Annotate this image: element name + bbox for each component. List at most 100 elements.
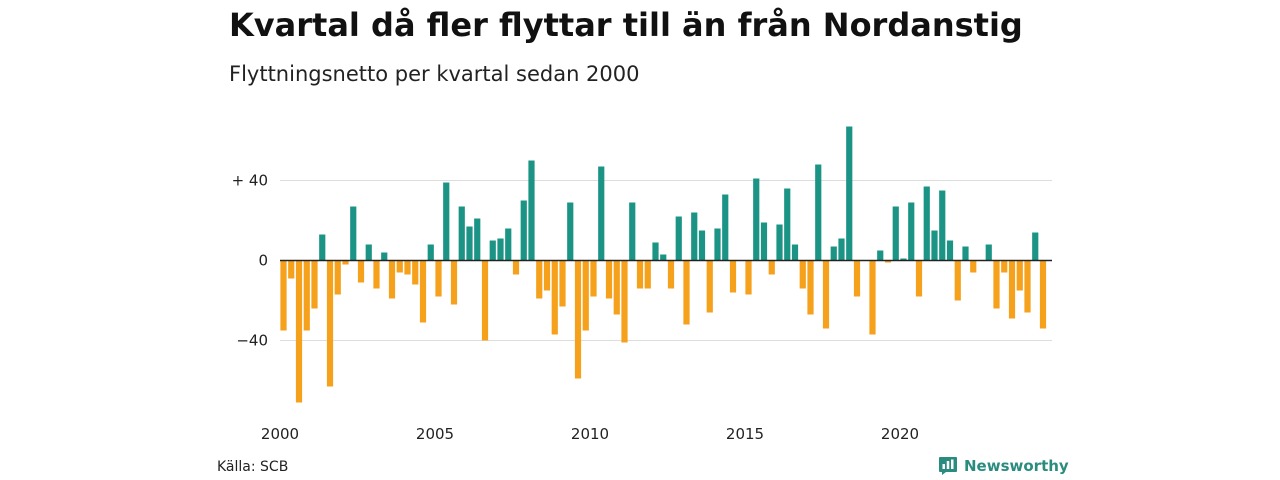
bar-2016-q2 bbox=[784, 188, 791, 261]
bar-2023-q2 bbox=[1001, 260, 1008, 273]
bar-2001-q3 bbox=[326, 260, 334, 387]
bar-2010-q2 bbox=[598, 166, 605, 261]
bar-2001-q2 bbox=[319, 234, 326, 261]
bar-2000-q3 bbox=[295, 260, 303, 403]
bar-2006-q4 bbox=[489, 240, 496, 261]
bar-2005-q2 bbox=[443, 182, 450, 261]
bar-2002-q3 bbox=[357, 260, 365, 283]
bar-2006-q3 bbox=[481, 260, 489, 341]
bar-2020-q2 bbox=[908, 202, 915, 261]
bar-2005-q4 bbox=[458, 206, 465, 261]
bar-2018-q1 bbox=[838, 238, 845, 261]
x-tick-label: 2015 bbox=[726, 425, 764, 443]
bar-2023-q4 bbox=[1016, 260, 1023, 291]
bar-2000-q1 bbox=[280, 260, 287, 331]
bar-2011-q4 bbox=[644, 260, 651, 289]
chart-title: Kvartal då fler flyttar till än från Nor… bbox=[229, 6, 1023, 44]
x-tick-label: 2000 bbox=[261, 425, 299, 443]
bar-2015-q2 bbox=[753, 178, 760, 261]
bar-2020-q1 bbox=[900, 258, 907, 261]
y-tick-label: −40 bbox=[236, 332, 268, 350]
bar-2015-q4 bbox=[768, 260, 775, 275]
brand-name: Newsworthy bbox=[964, 457, 1069, 475]
bar-2016-q1 bbox=[776, 224, 783, 261]
bar-2019-q3 bbox=[884, 260, 892, 263]
y-tick-label: + 40 bbox=[232, 172, 268, 190]
bar-2000-q2 bbox=[288, 260, 295, 279]
bar-2012-q3 bbox=[667, 260, 675, 289]
bar-2002-q4 bbox=[365, 244, 372, 261]
bar-2003-q3 bbox=[388, 260, 396, 299]
bar-2003-q2 bbox=[381, 252, 388, 261]
bar-2022-q4 bbox=[985, 244, 992, 261]
bar-2015-q3 bbox=[760, 222, 768, 261]
bar-2012-q4 bbox=[675, 216, 682, 261]
bar-2015-q1 bbox=[745, 260, 752, 295]
bar-2003-q4 bbox=[396, 260, 403, 273]
gridlines bbox=[280, 180, 1052, 341]
bar-2004-q3 bbox=[419, 260, 427, 323]
bar-2001-q4 bbox=[334, 260, 341, 295]
bar-2004-q1 bbox=[404, 260, 411, 275]
bar-2018-q3 bbox=[853, 260, 861, 297]
bar-2016-q3 bbox=[791, 244, 799, 261]
bar-2008-q4 bbox=[551, 260, 558, 335]
bar-2006-q1 bbox=[466, 226, 473, 261]
bar-2010-q4 bbox=[613, 260, 620, 315]
bar-2003-q1 bbox=[373, 260, 380, 289]
bar-2009-q2 bbox=[567, 202, 574, 261]
bar-2011-q2 bbox=[629, 202, 636, 261]
bar-2012-q2 bbox=[660, 254, 667, 261]
bar-2021-q3 bbox=[946, 240, 954, 261]
bar-2002-q2 bbox=[350, 206, 357, 261]
x-tick-label: 2005 bbox=[416, 425, 454, 443]
bar-2018-q2 bbox=[846, 126, 853, 261]
bar-2007-q3 bbox=[512, 260, 520, 275]
bar-2009-q4 bbox=[582, 260, 589, 331]
y-axis-tick-labels: + 40 0 −40 bbox=[232, 172, 268, 350]
bar-2005-q3 bbox=[450, 260, 458, 305]
bar-2019-q1 bbox=[869, 260, 876, 335]
bar-2014-q1 bbox=[714, 228, 721, 261]
bar-chart-logo-icon bbox=[939, 457, 957, 475]
source-note: Källa: SCB bbox=[217, 459, 289, 475]
bar-2023-q3 bbox=[1008, 260, 1016, 319]
bar-2009-q1 bbox=[559, 260, 566, 307]
bar-2013-q1 bbox=[683, 260, 690, 325]
bar-2020-q3 bbox=[915, 260, 923, 297]
bar-2017-q1 bbox=[807, 260, 814, 315]
bar-2011-q3 bbox=[636, 260, 644, 289]
bar-2019-q2 bbox=[877, 250, 884, 261]
bar-2013-q4 bbox=[706, 260, 713, 313]
bar-2019-q4 bbox=[892, 206, 899, 261]
bar-2017-q3 bbox=[822, 260, 830, 329]
bar-2017-q2 bbox=[815, 164, 822, 261]
bar-2013-q3 bbox=[698, 230, 706, 261]
bar-2004-q4 bbox=[427, 244, 434, 261]
bar-2006-q2 bbox=[474, 218, 481, 261]
bar-2009-q3 bbox=[574, 260, 582, 379]
bar-2010-q1 bbox=[590, 260, 597, 297]
chart-subtitle: Flyttningsnetto per kvartal sedan 2000 bbox=[229, 62, 640, 86]
brand-logo: Newsworthy bbox=[938, 456, 1069, 476]
bar-2021-q4 bbox=[954, 260, 961, 301]
bar-2014-q3 bbox=[729, 260, 737, 293]
bar-2001-q1 bbox=[311, 260, 318, 309]
bar-2017-q4 bbox=[830, 246, 837, 261]
bar-2010-q3 bbox=[605, 260, 613, 299]
bar-2008-q1 bbox=[528, 160, 535, 261]
bar-2007-q4 bbox=[520, 200, 527, 261]
bar-2024-q3 bbox=[1039, 260, 1047, 329]
bar-2024-q2 bbox=[1032, 232, 1039, 261]
bar-2021-q2 bbox=[939, 190, 946, 261]
bar-2004-q2 bbox=[412, 260, 419, 285]
bar-2020-q4 bbox=[923, 186, 930, 261]
y-tick-label: 0 bbox=[258, 252, 268, 270]
bar-2002-q1 bbox=[342, 260, 349, 265]
x-tick-label: 2010 bbox=[571, 425, 609, 443]
bar-2007-q2 bbox=[505, 228, 512, 261]
bar-2021-q1 bbox=[931, 230, 938, 261]
bar-2016-q4 bbox=[799, 260, 806, 289]
bar-2012-q1 bbox=[652, 242, 659, 261]
bar-2022-q2 bbox=[970, 260, 977, 273]
